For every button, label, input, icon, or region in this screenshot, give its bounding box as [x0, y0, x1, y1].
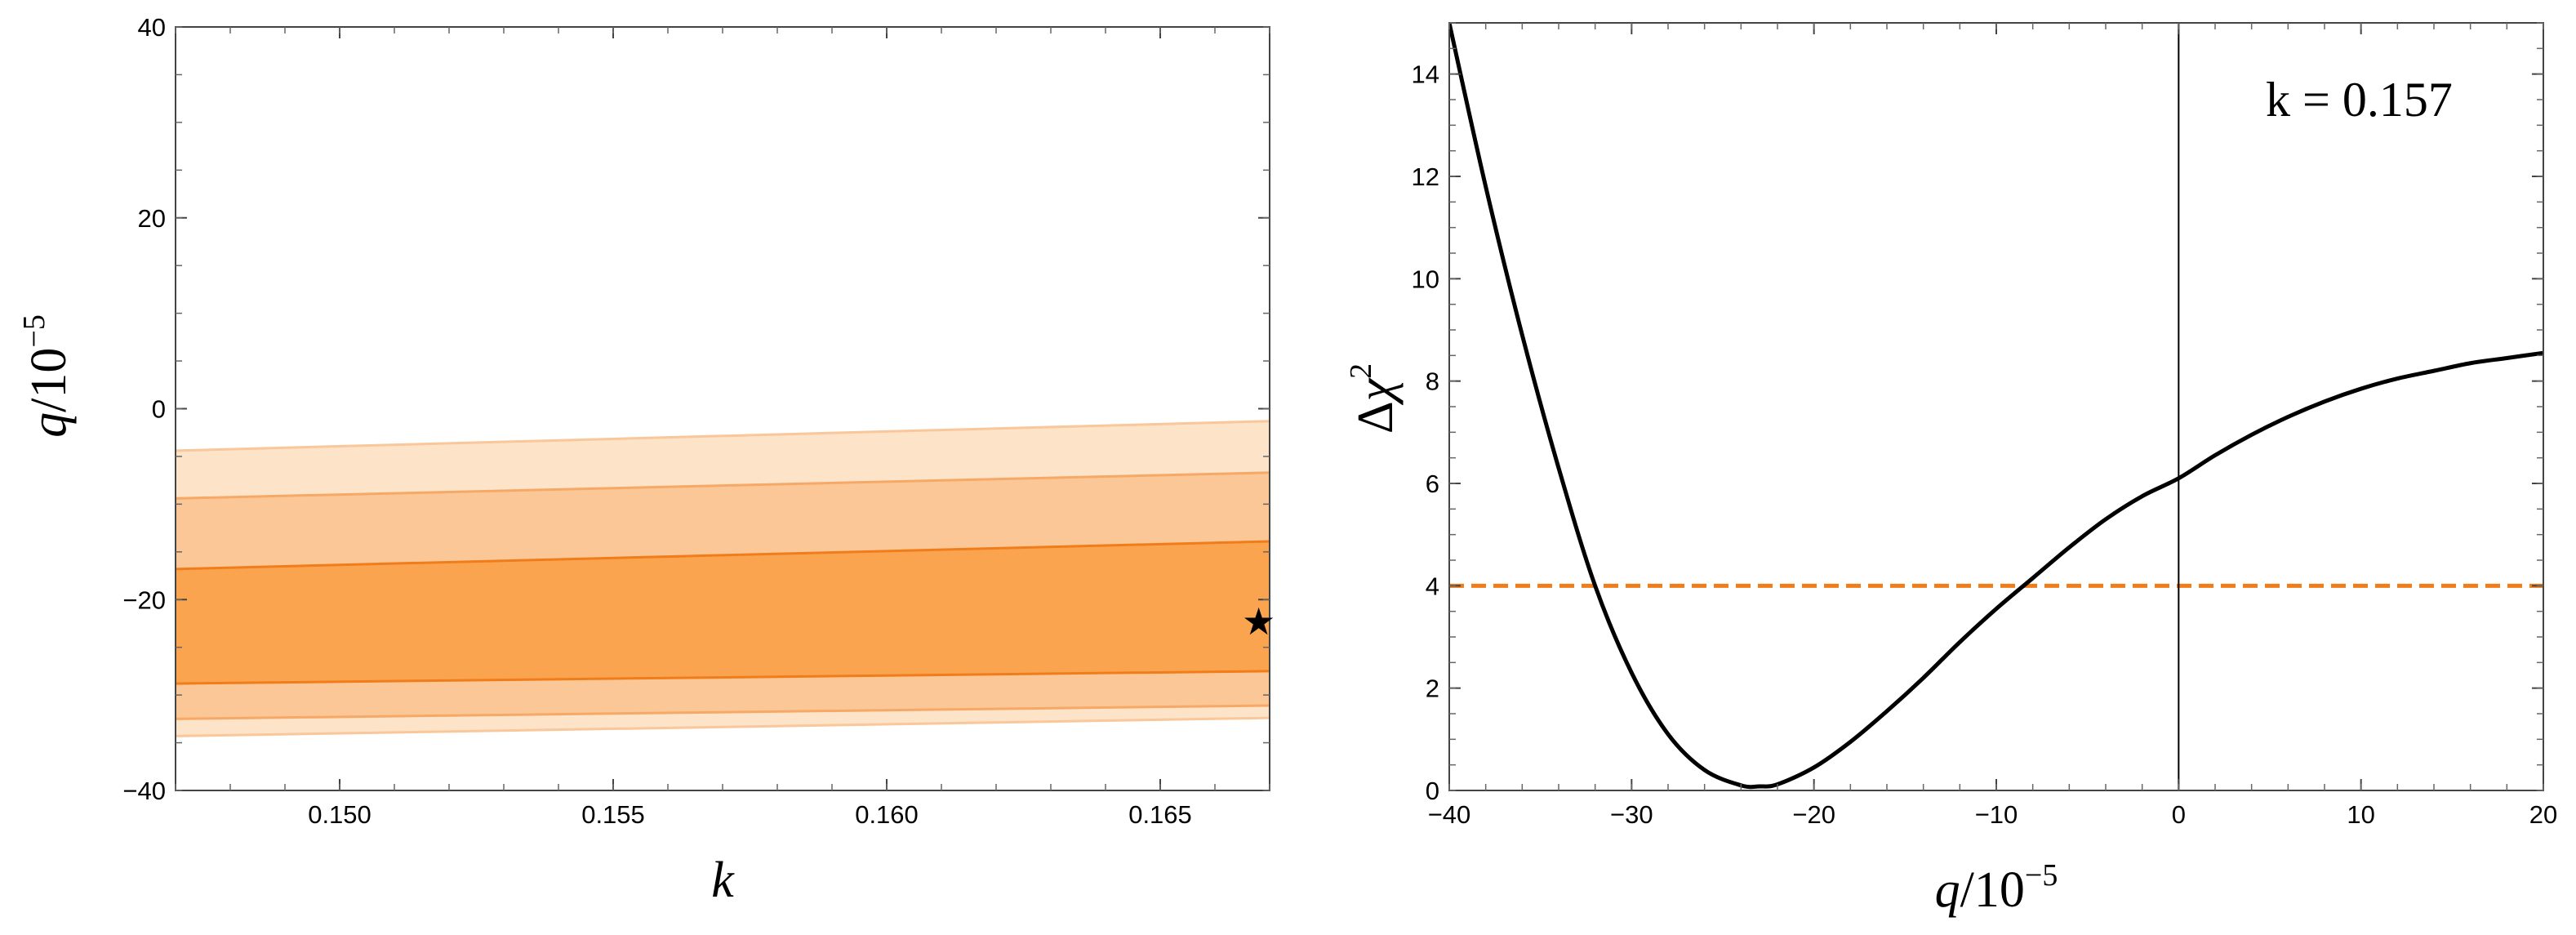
right-y-tick-label: 0	[1426, 777, 1439, 805]
right-y-axis-label: Δχ2	[1344, 363, 1404, 434]
left-y-tick-label: 20	[138, 204, 166, 233]
left-chart-panel: 0.150 0.155 0.160 0.165 −40 −20 0 20 40 ★ k q/10−5	[17, 13, 1275, 908]
right-x-axis-label: q/10−5	[1935, 858, 2058, 918]
right-y-tick-label: 14	[1412, 60, 1439, 89]
band-inner-upper-edge	[175, 540, 1270, 571]
band-middle-upper-edge	[175, 471, 1270, 500]
left-y-tick-label: −20	[122, 585, 166, 614]
left-y-tick-label: 0	[152, 395, 166, 424]
right-x-tick-label: 0	[2172, 800, 2186, 829]
right-y-tick-label: 12	[1412, 163, 1439, 191]
left-x-tick-label: 0.160	[855, 800, 919, 829]
left-x-tick-label: 0.165	[1128, 800, 1192, 829]
left-x-tick-label: 0.155	[581, 800, 645, 829]
k-value-annotation: k = 0.157	[2266, 73, 2453, 127]
left-x-tick-label: 0.150	[308, 800, 371, 829]
right-y-tick-label: 8	[1426, 367, 1439, 396]
right-x-tick-label: −30	[1610, 800, 1653, 829]
right-y-tick-label: 6	[1426, 470, 1439, 498]
right-y-tick-label: 4	[1426, 572, 1439, 600]
right-chart-panel: −40 −30 −20 −10 0 10 20 0 2 4 6 8 10 12 14 k = 0.157 q/1…	[1344, 22, 2557, 918]
right-x-tick-label: 20	[2529, 800, 2557, 829]
left-x-axis-label: k	[711, 853, 735, 908]
left-y-tick-label: 40	[138, 13, 166, 42]
right-x-tick-label: −40	[1428, 800, 1471, 829]
delta-chi2-curve	[1449, 23, 2543, 790]
right-x-tick-label: −10	[1975, 800, 2018, 829]
right-x-tick-label: −20	[1792, 800, 1835, 829]
left-y-tick-label: −40	[122, 777, 166, 805]
right-y-tick-label: 10	[1412, 265, 1439, 293]
band-inner	[176, 541, 1270, 684]
left-y-axis-label: q/10−5	[17, 314, 77, 438]
right-y-tick-label: 2	[1426, 675, 1439, 703]
band-middle-lower-edge	[175, 704, 1270, 720]
right-x-tick-label: 10	[2347, 800, 2374, 829]
band-outer-upper-edge	[175, 420, 1270, 452]
band-inner-lower-edge	[175, 670, 1270, 685]
band-outer-lower-edge	[175, 716, 1270, 737]
best-fit-star-marker: ★	[1242, 599, 1275, 643]
right-frame	[1448, 22, 2544, 791]
